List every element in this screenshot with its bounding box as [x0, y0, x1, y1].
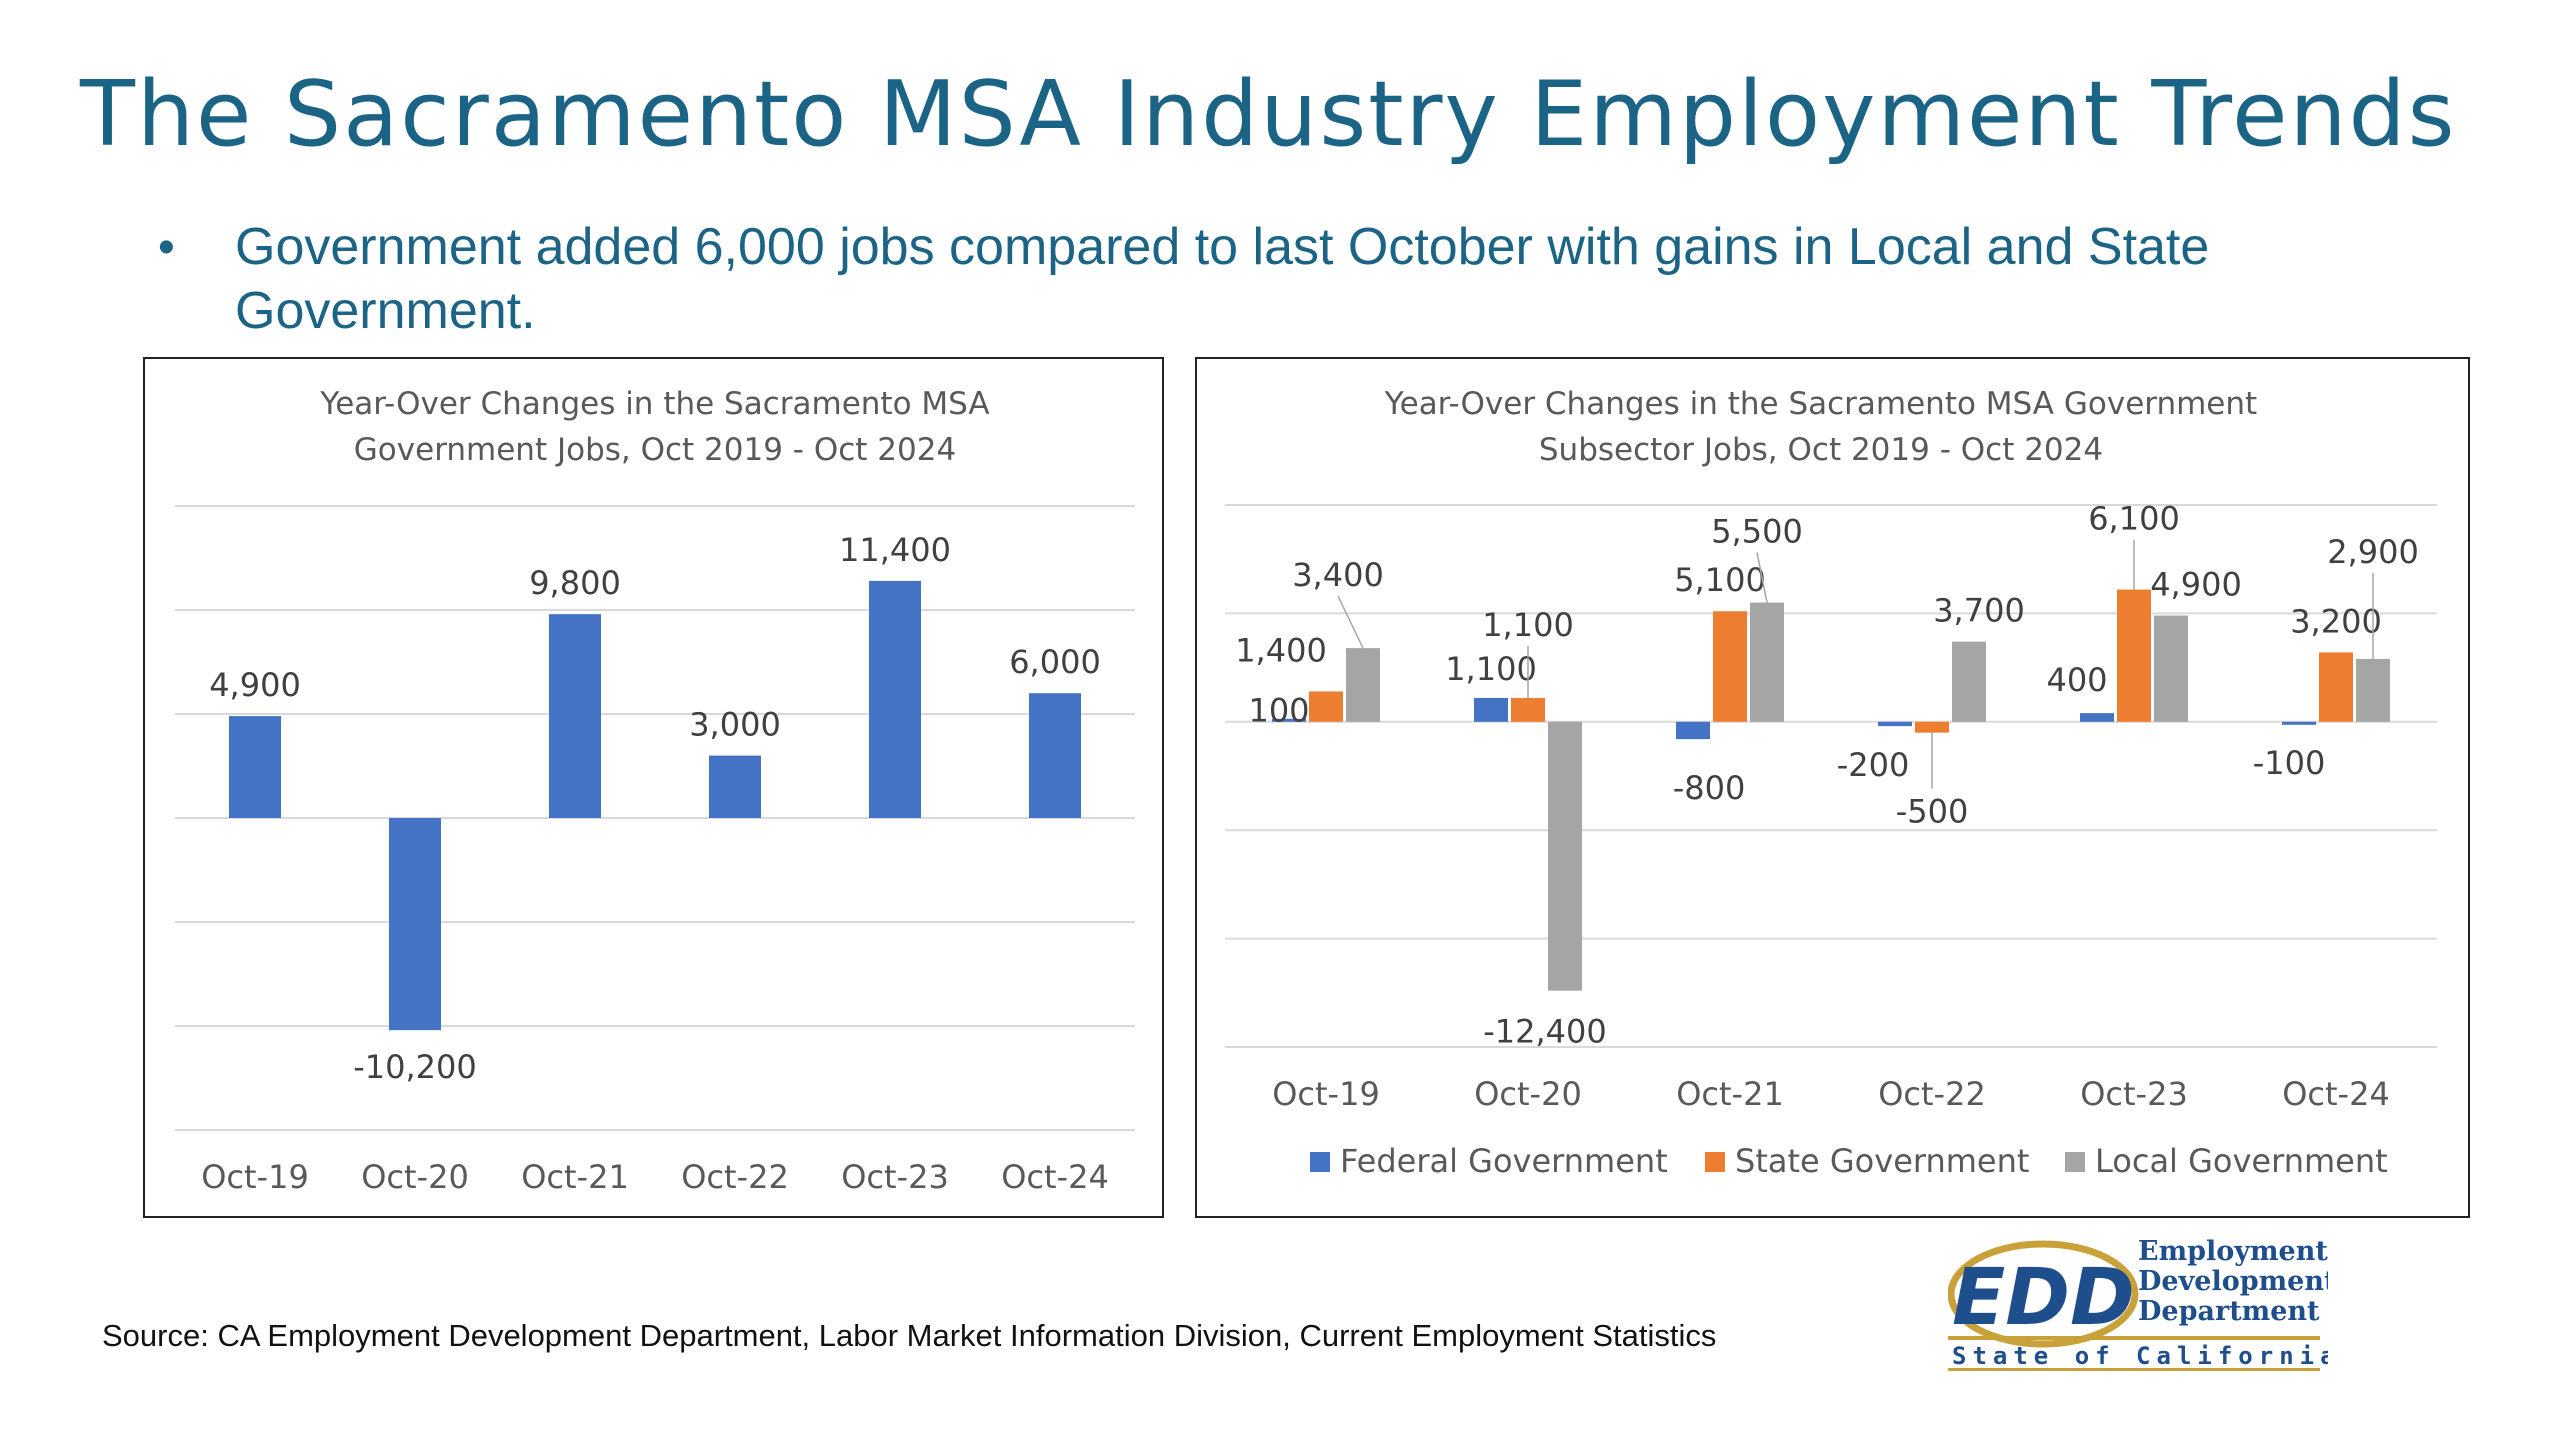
logo-divider	[1948, 1336, 2320, 1340]
legend-swatch	[1310, 1152, 1330, 1172]
data-label: 11,400	[839, 531, 951, 569]
legend-label: State Government	[1735, 1142, 2029, 1180]
leader-line	[1756, 552, 1768, 603]
data-label: 3,000	[689, 706, 781, 744]
bar-local-government	[1750, 602, 1784, 722]
leader-line	[1337, 595, 1364, 649]
data-label: 5,500	[1711, 513, 1803, 551]
bar-local-government	[1346, 648, 1380, 722]
data-label: 4,900	[2150, 566, 2242, 604]
bar-federal-government	[2282, 721, 2316, 725]
government-subsector-chart: Year-Over Changes in the Sacramento MSA …	[1195, 357, 2470, 1218]
slide-title: The Sacramento MSA Industry Employment T…	[80, 62, 2457, 167]
bar-federal-government	[1676, 721, 1710, 740]
bar-state-government	[1915, 721, 1949, 733]
bar-state-government	[1511, 697, 1545, 722]
x-tick-label: Oct-20	[1474, 1075, 1582, 1113]
x-tick-label: Oct-19	[1272, 1075, 1380, 1113]
chart-title: Subsector Jobs, Oct 2019 - Oct 2024	[1539, 432, 2103, 468]
data-label: -100	[2253, 744, 2326, 782]
data-label: 4,900	[209, 666, 301, 704]
chart-title: Year-Over Changes in the Sacramento MSA …	[1384, 386, 2257, 422]
logo-tagline: State of California	[1952, 1342, 2328, 1370]
data-label: -500	[1896, 793, 1969, 831]
data-label: -200	[1837, 746, 1910, 784]
data-label: -800	[1673, 769, 1746, 807]
x-tick-label: Oct-19	[201, 1158, 309, 1196]
government-subsector-chart-svg: Year-Over Changes in the Sacramento MSA …	[1225, 386, 2437, 1180]
bar-local-government	[2356, 658, 2390, 722]
logo-line3: Department	[2138, 1296, 2320, 1327]
bar-state-government	[1713, 611, 1747, 722]
bar-federal-government	[2080, 713, 2114, 722]
data-label: 400	[2046, 661, 2107, 699]
logo-swoosh-gold	[1948, 1240, 2139, 1348]
bar	[709, 755, 761, 818]
bar-state-government	[2117, 589, 2151, 722]
bar	[549, 614, 601, 818]
data-label: 9,800	[529, 564, 621, 602]
bar	[1029, 693, 1081, 818]
logo-underline	[1948, 1368, 2320, 1371]
legend-label: Federal Government	[1340, 1142, 1668, 1180]
logo-line1: Employment	[2138, 1236, 2328, 1267]
bar	[869, 580, 921, 818]
data-label: 1,100	[1445, 650, 1537, 688]
x-tick-label: Oct-20	[361, 1158, 469, 1196]
bar-local-government	[1952, 641, 1986, 722]
data-label: 1,400	[1235, 631, 1327, 669]
logo-mark: EDD	[1952, 1253, 2135, 1343]
x-tick-label: Oct-23	[841, 1158, 949, 1196]
data-label: 5,100	[1674, 561, 1766, 599]
x-tick-label: Oct-21	[1676, 1075, 1784, 1113]
x-tick-label: Oct-23	[2080, 1075, 2188, 1113]
data-label: 1,100	[1482, 606, 1574, 644]
chart-title: Government Jobs, Oct 2019 - Oct 2024	[354, 432, 956, 468]
government-jobs-chart: Year-Over Changes in the Sacramento MSA G…	[143, 357, 1164, 1218]
bar-federal-government	[1878, 721, 1912, 727]
source-note: Source: CA Employment Development Depart…	[102, 1318, 1717, 1353]
bullet-text: Government added 6,000 jobs compared to …	[235, 218, 2210, 340]
data-label: 100	[1248, 692, 1309, 730]
edd-logo: EDD Employment Development Department St…	[1948, 1236, 2328, 1371]
data-label: 6,000	[1009, 643, 1101, 681]
x-tick-label: Oct-22	[1878, 1075, 1986, 1113]
bar-federal-government	[1272, 718, 1306, 722]
chart-title: Year-Over Changes in the Sacramento MSA	[319, 386, 989, 422]
legend-label: Local Government	[2095, 1142, 2388, 1180]
data-label: 3,700	[1933, 592, 2025, 630]
logo-line2: Development	[2138, 1266, 2328, 1297]
legend-swatch	[1705, 1152, 1725, 1172]
government-jobs-chart-svg: Year-Over Changes in the Sacramento MSA G…	[175, 386, 1135, 1196]
bar-state-government	[2319, 652, 2353, 722]
x-tick-label: Oct-22	[681, 1158, 789, 1196]
data-label: 2,900	[2327, 533, 2419, 571]
data-label: 3,400	[1292, 556, 1384, 594]
bar	[229, 716, 281, 818]
data-label: -12,400	[1483, 1013, 1607, 1051]
data-label: -10,200	[353, 1048, 477, 1086]
bullet-dot: •	[158, 221, 175, 274]
data-label: 6,100	[2088, 500, 2180, 538]
bar-state-government	[1309, 691, 1343, 722]
x-tick-label: Oct-24	[2282, 1075, 2390, 1113]
bar-local-government	[1548, 721, 1582, 991]
x-tick-label: Oct-21	[521, 1158, 629, 1196]
legend-swatch	[2065, 1152, 2085, 1172]
data-label: 3,200	[2290, 602, 2382, 640]
bar-local-government	[2154, 615, 2188, 722]
bar-federal-government	[1474, 697, 1508, 722]
x-tick-label: Oct-24	[1001, 1158, 1109, 1196]
bar	[389, 818, 441, 1031]
